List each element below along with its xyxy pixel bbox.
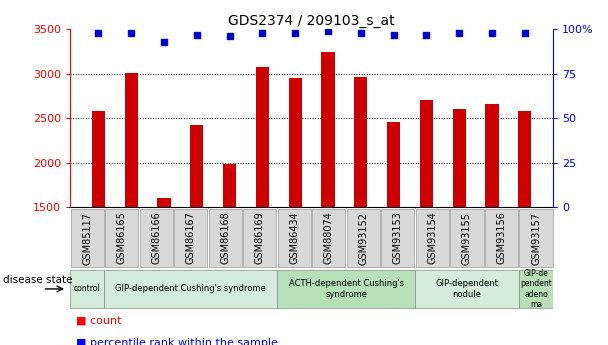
Bar bbox=[420, 100, 433, 207]
Text: GIP-de
pendent
adeno
ma: GIP-de pendent adeno ma bbox=[520, 269, 552, 309]
Text: GSM93155: GSM93155 bbox=[462, 211, 472, 265]
Point bbox=[356, 30, 365, 36]
Point bbox=[126, 30, 136, 36]
Title: GDS2374 / 209103_s_at: GDS2374 / 209103_s_at bbox=[228, 14, 395, 28]
Bar bbox=[452, 109, 466, 207]
Point bbox=[520, 30, 530, 36]
Point bbox=[421, 32, 431, 37]
Point bbox=[258, 30, 268, 36]
Text: ■ percentile rank within the sample: ■ percentile rank within the sample bbox=[76, 338, 278, 345]
Bar bbox=[387, 122, 400, 207]
Bar bbox=[322, 51, 334, 207]
Bar bbox=[157, 198, 171, 207]
Text: GSM86166: GSM86166 bbox=[151, 212, 161, 264]
Text: disease state: disease state bbox=[3, 275, 72, 285]
Bar bbox=[256, 67, 269, 207]
FancyBboxPatch shape bbox=[519, 270, 553, 308]
FancyBboxPatch shape bbox=[277, 270, 415, 308]
Bar bbox=[485, 104, 499, 207]
Text: GSM86168: GSM86168 bbox=[220, 212, 230, 264]
Text: GSM86169: GSM86169 bbox=[255, 212, 265, 264]
Text: ACTH-dependent Cushing's
syndrome: ACTH-dependent Cushing's syndrome bbox=[289, 279, 404, 299]
Bar bbox=[125, 73, 138, 207]
Bar bbox=[223, 164, 236, 207]
Point bbox=[159, 39, 169, 45]
Text: GIP-dependent
nodule: GIP-dependent nodule bbox=[435, 279, 499, 299]
Text: GSM93152: GSM93152 bbox=[358, 211, 368, 265]
Text: GSM93154: GSM93154 bbox=[427, 211, 437, 265]
Point bbox=[291, 30, 300, 36]
Text: GIP-dependent Cushing's syndrome: GIP-dependent Cushing's syndrome bbox=[116, 284, 266, 294]
Point bbox=[487, 30, 497, 36]
Point bbox=[192, 32, 202, 37]
Text: control: control bbox=[74, 284, 100, 294]
Text: GSM93153: GSM93153 bbox=[393, 211, 403, 265]
Point bbox=[389, 32, 398, 37]
Bar bbox=[190, 125, 204, 207]
Bar bbox=[518, 111, 531, 207]
Point bbox=[225, 34, 235, 39]
Text: ■ count: ■ count bbox=[76, 316, 122, 326]
Point bbox=[323, 28, 333, 34]
Text: GSM85117: GSM85117 bbox=[82, 211, 92, 265]
Text: GSM93156: GSM93156 bbox=[497, 211, 506, 265]
Point bbox=[94, 30, 103, 36]
Point bbox=[454, 30, 464, 36]
Bar bbox=[289, 78, 302, 207]
Bar bbox=[354, 77, 367, 207]
Bar bbox=[92, 111, 105, 207]
FancyBboxPatch shape bbox=[70, 270, 105, 308]
Text: GSM86165: GSM86165 bbox=[117, 211, 126, 265]
Text: GSM86167: GSM86167 bbox=[186, 211, 196, 265]
Text: GSM93157: GSM93157 bbox=[531, 211, 541, 265]
FancyBboxPatch shape bbox=[415, 270, 519, 308]
FancyBboxPatch shape bbox=[105, 270, 277, 308]
Text: GSM86434: GSM86434 bbox=[289, 212, 299, 264]
Text: GSM88074: GSM88074 bbox=[324, 211, 334, 265]
